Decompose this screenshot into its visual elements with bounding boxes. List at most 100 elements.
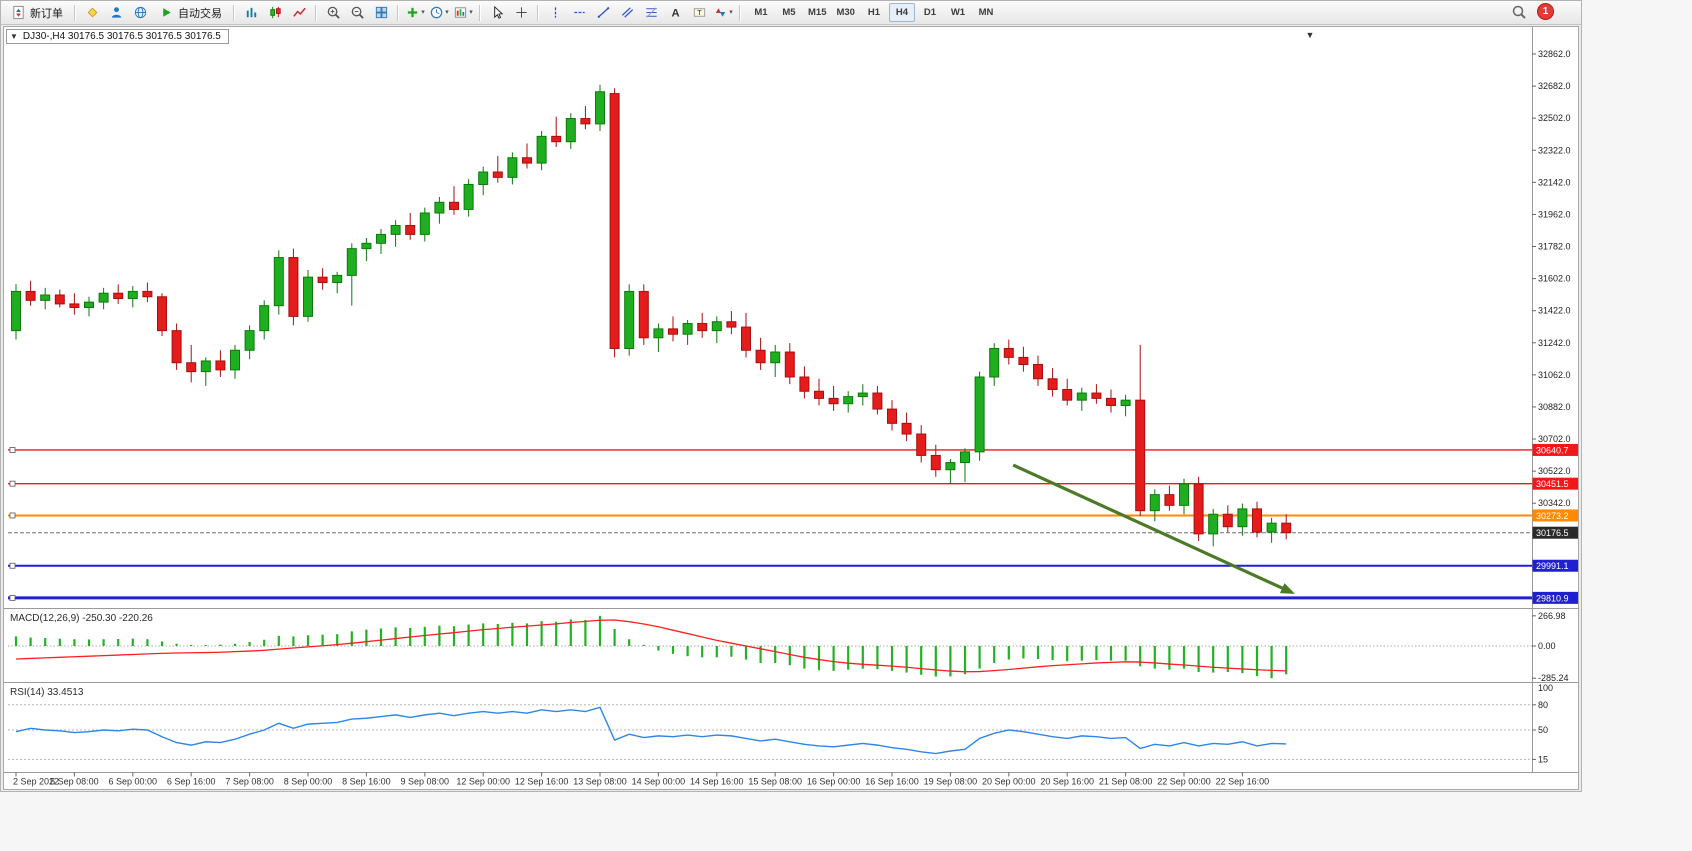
horizontal-line-29810.9[interactable] — [8, 594, 1532, 601]
horizontal-line-29991.1[interactable] — [8, 562, 1532, 569]
horizontal-line-30273.2[interactable] — [8, 512, 1532, 519]
horizontal-line-30451.5[interactable] — [8, 480, 1532, 487]
mt4-application-window: 新订单 自动交易 — [0, 0, 1582, 792]
svg-text:31062.0: 31062.0 — [1538, 370, 1571, 380]
candle-body — [609, 93, 620, 349]
fibonacci-icon — [644, 5, 659, 20]
cursor-icon — [490, 5, 505, 20]
svg-text:20 Sep 16:00: 20 Sep 16:00 — [1040, 777, 1094, 787]
candle-body — [54, 294, 65, 305]
search-button[interactable] — [1508, 2, 1530, 21]
cursor-button[interactable] — [486, 3, 508, 22]
horizontal-line-button[interactable] — [568, 3, 590, 22]
search-icon — [1511, 4, 1527, 20]
timeframe-group: M1 M5 M15 M30 H1 H4 D1 W1 MN — [747, 3, 1000, 22]
svg-text:30342.0: 30342.0 — [1538, 498, 1571, 508]
candle-body — [113, 292, 124, 300]
candle-body — [1076, 392, 1087, 401]
caret-down-icon: ▾ — [469, 9, 473, 16]
candle-body — [40, 294, 51, 301]
line-handle[interactable] — [9, 512, 16, 519]
svg-text:14 Sep 00:00: 14 Sep 00:00 — [632, 777, 686, 787]
indicators-icon — [405, 5, 420, 20]
svg-text:8 Sep 00:00: 8 Sep 00:00 — [284, 777, 333, 787]
chart-canvas[interactable]: MACD(12,26,9) -250.30 -220.26 RSI(14) 33.… — [4, 27, 1578, 789]
line-handle[interactable] — [9, 594, 16, 601]
price-tag-current: 30176.5 — [1532, 526, 1578, 539]
candle-body — [872, 392, 883, 410]
timeframe-button-m5[interactable]: M5 — [782, 7, 796, 18]
trend-arrow[interactable] — [1012, 463, 1295, 594]
line-chart-icon — [292, 5, 307, 20]
timeframe-button-h1[interactable]: H1 — [867, 7, 881, 18]
metaeditor-button[interactable] — [81, 3, 103, 22]
candle-body — [945, 462, 956, 471]
line-handle[interactable] — [9, 562, 16, 569]
price-tag-30640.7: 30640.7 — [1532, 443, 1578, 456]
autotrading-button[interactable]: 自动交易 — [153, 3, 228, 22]
new-order-button[interactable]: 新订单 — [5, 3, 69, 22]
candle-body — [449, 201, 459, 210]
svg-text:31782.0: 31782.0 — [1538, 242, 1571, 252]
svg-text:32682.0: 32682.0 — [1538, 81, 1571, 91]
timeframe-button-d1[interactable]: D1 — [923, 7, 937, 18]
candle-body — [1135, 399, 1146, 512]
templates-button[interactable]: ▾ — [452, 3, 474, 22]
equidistant-channel-button[interactable] — [616, 3, 638, 22]
crosshair-button[interactable] — [510, 3, 532, 22]
timeframe-button-w1[interactable]: W1 — [950, 7, 966, 18]
market-button[interactable] — [129, 3, 151, 22]
horizontal-line-30640.7[interactable] — [8, 447, 1532, 453]
candle-body — [25, 290, 36, 301]
bar-chart-button[interactable] — [240, 3, 262, 22]
vertical-line-button[interactable] — [544, 3, 566, 22]
timeframe-button-mn[interactable]: MN — [978, 7, 994, 18]
candle-body — [332, 274, 343, 284]
trendline-icon — [596, 5, 611, 20]
chart-title-strip: ▼ DJ30-,H4 30176.5 30176.5 30176.5 30176… — [6, 29, 229, 44]
svg-text:2 Sep 2022: 2 Sep 2022 — [13, 777, 59, 787]
candle-body — [478, 171, 489, 185]
candle-body — [11, 290, 21, 332]
timeframe-button-m15[interactable]: M15 — [808, 7, 827, 18]
tile-windows-button[interactable] — [370, 3, 392, 22]
arrows-button[interactable]: ▾ — [712, 3, 734, 22]
line-handle[interactable] — [9, 447, 16, 453]
svg-text:12 Sep 16:00: 12 Sep 16:00 — [515, 777, 569, 787]
indicators-button[interactable]: ▾ — [404, 3, 426, 22]
zoom-in-button[interactable] — [322, 3, 344, 22]
candle-body — [259, 305, 270, 332]
toolbar-separator — [233, 4, 235, 21]
zoom-out-button[interactable] — [346, 3, 368, 22]
candlestick-chart-button[interactable] — [264, 3, 286, 22]
svg-text:21 Sep 08:00: 21 Sep 08:00 — [1099, 777, 1153, 787]
periods-button[interactable]: ▾ — [428, 3, 450, 22]
line-handle[interactable] — [9, 480, 16, 487]
zoom-out-icon — [350, 5, 365, 20]
price-tag-29810.9: 29810.9 — [1532, 591, 1578, 604]
caret-down-icon: ▾ — [729, 9, 733, 16]
fibonacci-button[interactable] — [640, 3, 662, 22]
toolbar-right: 1 — [1507, 2, 1554, 21]
text-label-button[interactable]: T — [688, 3, 710, 22]
candle-body — [84, 301, 94, 308]
trendline-button[interactable] — [592, 3, 614, 22]
chart-menu-arrow-icon[interactable]: ▼ — [10, 31, 18, 41]
timeframe-button-h4[interactable]: H4 — [888, 3, 915, 22]
notification-badge[interactable]: 1 — [1537, 3, 1554, 20]
timeframe-button-m1[interactable]: M1 — [754, 7, 768, 18]
candle-body — [1106, 397, 1116, 407]
candle-body — [857, 392, 868, 398]
candle-body — [69, 303, 80, 308]
text-button[interactable]: A — [664, 3, 686, 22]
svg-text:5 Sep 08:00: 5 Sep 08:00 — [50, 777, 99, 787]
chart-shift-marker-icon[interactable]: ▼ — [1306, 30, 1315, 40]
line-chart-button[interactable] — [288, 3, 310, 22]
candle-body — [901, 422, 912, 435]
community-button[interactable] — [105, 3, 127, 22]
candle-body — [405, 224, 416, 235]
candle-body — [799, 376, 810, 392]
chart-window[interactable]: MACD(12,26,9) -250.30 -220.26 RSI(14) 33.… — [3, 26, 1579, 790]
timeframe-button-m30[interactable]: M30 — [836, 7, 855, 18]
